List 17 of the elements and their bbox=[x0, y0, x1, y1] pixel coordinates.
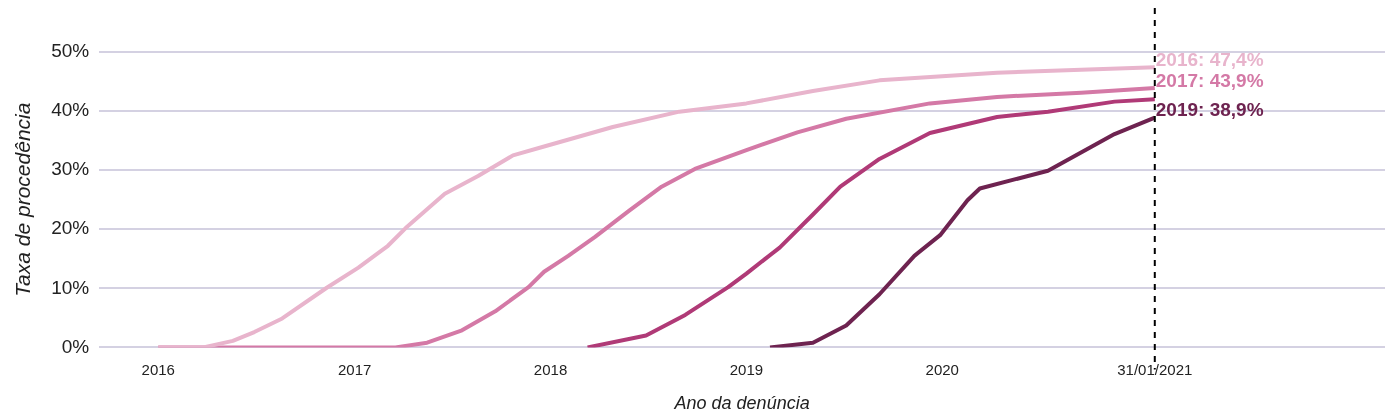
y-tick-label: 50% bbox=[51, 40, 90, 62]
x-tick-label: 2016 bbox=[141, 360, 175, 378]
annotation: 2017: 43,9% bbox=[1155, 69, 1264, 91]
x-tick-label: 2017 bbox=[337, 360, 372, 378]
annotation: 2019: 38,9% bbox=[1155, 99, 1264, 121]
y-tick-label: 10% bbox=[51, 276, 90, 298]
y-tick-label: 20% bbox=[51, 217, 90, 239]
annotation: 2016: 47,4% bbox=[1155, 49, 1264, 71]
x-tick-label: 31/01/2021 bbox=[1117, 360, 1193, 378]
y-tick-label: 30% bbox=[51, 158, 90, 180]
y-tick-label: 40% bbox=[51, 99, 90, 121]
x-tick-label: 2018 bbox=[533, 360, 568, 378]
x-tick-label: 2020 bbox=[925, 360, 959, 378]
y-tick-label: 0% bbox=[61, 335, 90, 357]
x-axis-title: Ano da denúncia bbox=[673, 393, 810, 414]
x-tick-label: 2019 bbox=[729, 360, 764, 378]
y-axis-title: Taxa de procedência bbox=[11, 102, 35, 297]
